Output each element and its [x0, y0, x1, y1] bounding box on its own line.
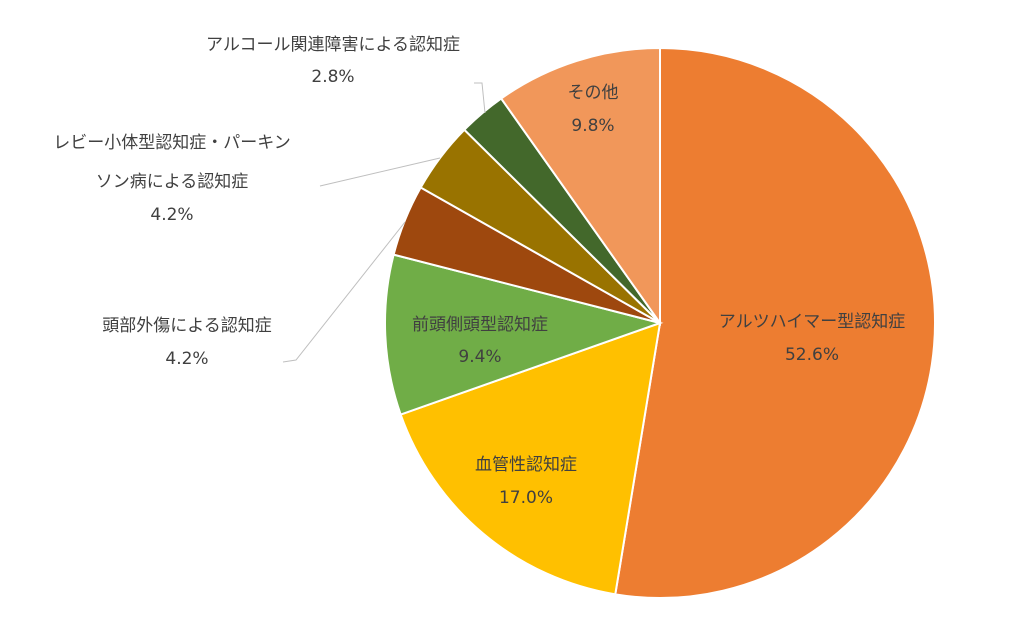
- slice-value-label: 2.8%: [311, 67, 354, 87]
- slice-label: ソン病による認知症: [96, 172, 249, 192]
- leader-line-lewy: [319, 157, 441, 187]
- pie-slice-2: [384, 253, 664, 416]
- slice-label: 前頭側頭型認知症: [412, 315, 548, 335]
- slice-value-label: 17.0%: [499, 488, 553, 508]
- leader-line-alcohol: [474, 82, 486, 114]
- slice-label: 血管性認知症: [475, 455, 577, 475]
- slice-value-label: 4.2%: [150, 205, 193, 225]
- slice-label: アルツハイマー型認知症: [719, 312, 906, 332]
- slice-label: 頭部外傷による認知症: [102, 316, 272, 336]
- pie-slice-1: [399, 321, 662, 596]
- pie-slice-6: [499, 46, 661, 327]
- slice-value-label: 4.2%: [165, 349, 208, 369]
- slice-value-label: 9.4%: [458, 347, 501, 367]
- leader-line-head-trauma: [282, 221, 406, 363]
- slice-value-label: 9.8%: [571, 116, 614, 136]
- slice-label: レビー小体型認知症・パーキン: [53, 133, 291, 153]
- slice-value-label: 52.6%: [785, 345, 839, 365]
- slice-label: その他: [568, 83, 619, 103]
- slice-label: アルコール関連障害による認知症: [206, 35, 460, 55]
- pie-slice-0: [614, 46, 936, 599]
